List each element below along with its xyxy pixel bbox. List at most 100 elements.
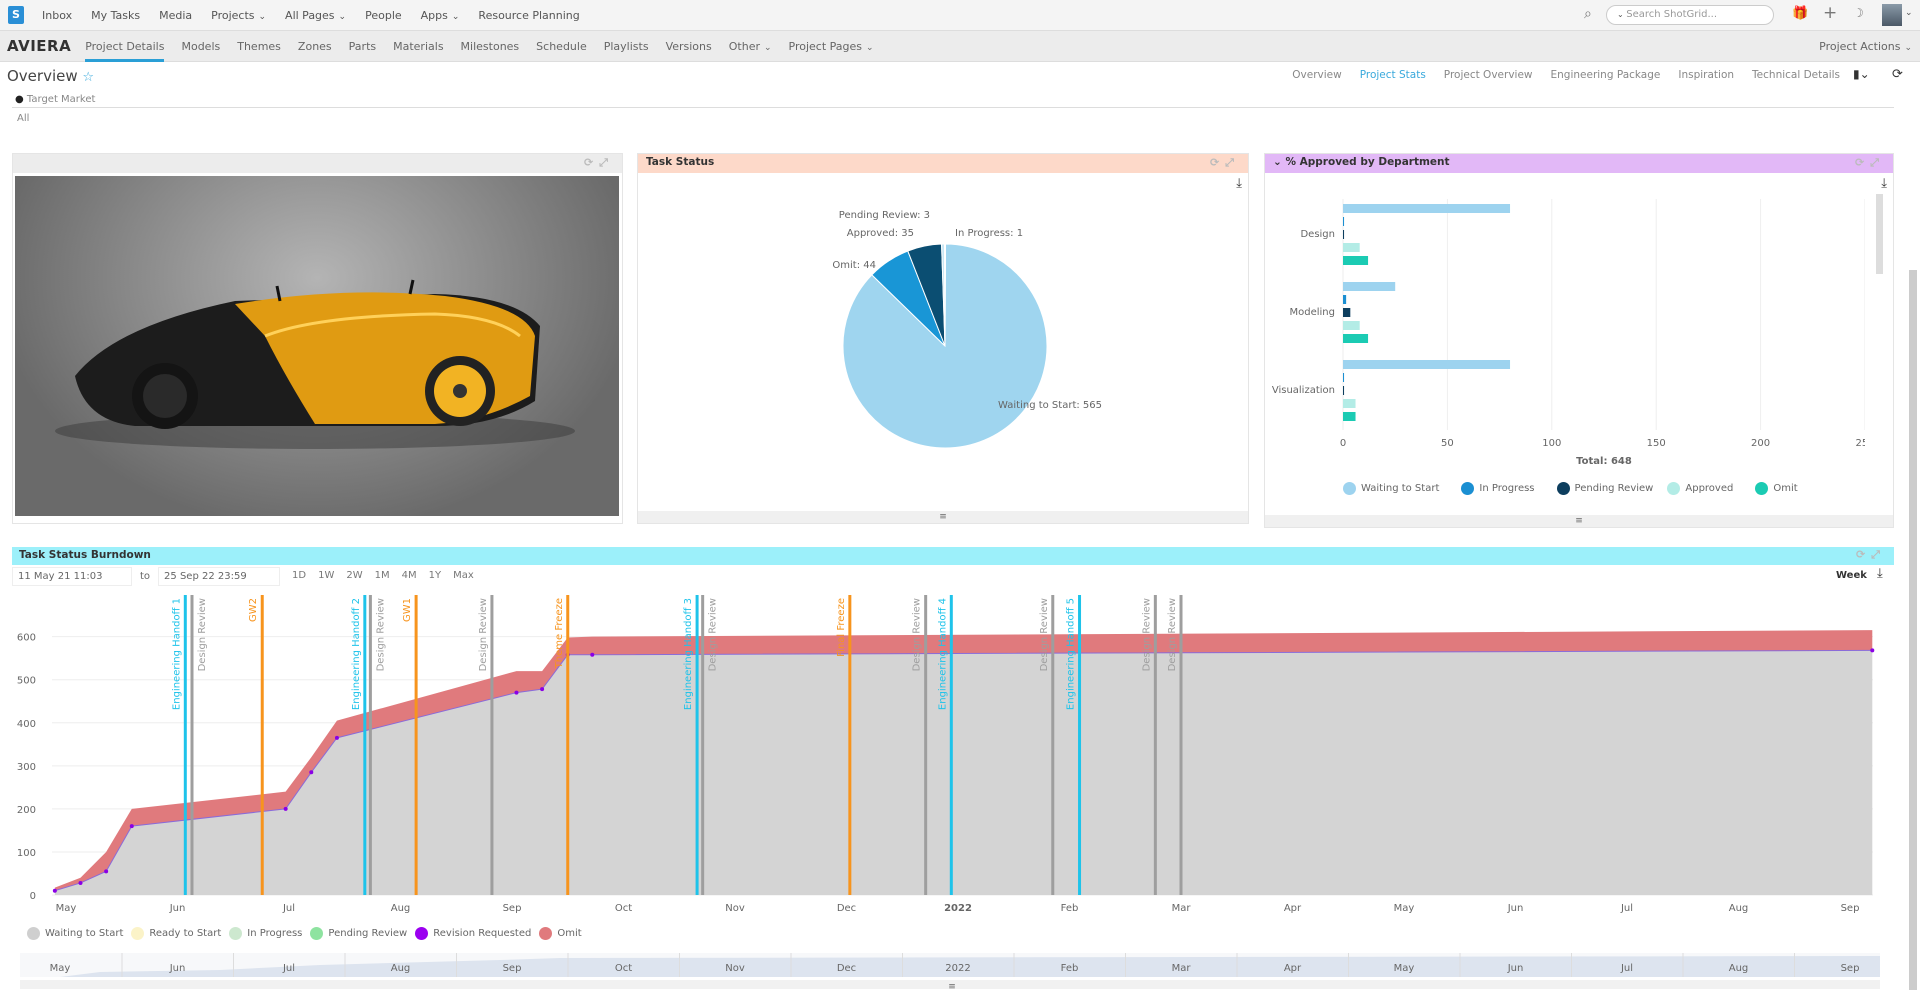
nav-apps-label: Apps <box>420 8 448 22</box>
download-icon[interactable]: ⤓ <box>1236 176 1242 191</box>
range-button-1m[interactable]: 1M <box>374 570 390 581</box>
range-button-1d[interactable]: 1D <box>292 570 307 581</box>
image-panel: ⟳⤢ <box>12 153 623 524</box>
x-tick-label: 100 <box>1542 438 1561 449</box>
refresh-icon[interactable]: ⟳ <box>1892 67 1903 82</box>
legend-item[interactable]: Omit <box>1755 482 1798 495</box>
page-menu-icon[interactable]: ▮⌄ <box>1853 67 1870 81</box>
tab-project-pages[interactable]: Project Pages ⌄ <box>789 31 874 62</box>
bar-waiting-to-start <box>1343 282 1396 291</box>
tab-milestones[interactable]: Milestones <box>460 39 520 53</box>
bar-pending-review <box>1343 230 1345 239</box>
nav-people[interactable]: People <box>365 8 402 22</box>
nav-resource-planning[interactable]: Resource Planning <box>478 8 580 22</box>
collapse-chevron-icon[interactable]: ⌄ <box>1273 156 1286 168</box>
project-name[interactable]: AVIERA <box>7 37 72 55</box>
milestone-label: Design Review <box>375 598 386 671</box>
filter-value[interactable]: All <box>17 113 30 124</box>
legend-item[interactable]: Waiting to Start <box>27 927 123 940</box>
legend-label: Pending Review <box>328 928 408 939</box>
moon-icon[interactable]: ☽ <box>1853 6 1864 20</box>
tab-playlists[interactable]: Playlists <box>603 39 649 53</box>
nav-inbox[interactable]: Inbox <box>42 8 73 22</box>
tab-models[interactable]: Models <box>181 39 221 53</box>
subtab-project-overview[interactable]: Project Overview <box>1443 69 1533 81</box>
nav-all-pages[interactable]: All Pages ⌄ <box>285 9 346 22</box>
plus-icon[interactable]: + <box>1823 3 1838 23</box>
project-actions-menu[interactable]: Project Actions ⌄ <box>1819 31 1912 62</box>
subtab-project-stats[interactable]: Project Stats <box>1359 69 1426 81</box>
range-button-1w[interactable]: 1W <box>318 570 335 581</box>
panel-resize-handle[interactable]: ≡ <box>638 511 1248 523</box>
range-button-2w[interactable]: 2W <box>346 570 363 581</box>
search-scope-chevron-icon[interactable]: ⌄ <box>1617 10 1627 19</box>
tab-project-details[interactable]: Project Details <box>85 31 165 62</box>
range-navigator[interactable]: May Jun Jul Aug Sep Oct Nov Dec 2022 Feb Mar Apr May… <box>20 950 1890 990</box>
nav-media[interactable]: Media <box>159 8 193 22</box>
legend-item[interactable]: Omit <box>539 927 582 940</box>
legend-item[interactable]: In Progress <box>229 927 302 940</box>
search-icon[interactable]: ⌕ <box>1584 6 1592 22</box>
panel-header-icons[interactable]: ⟳⤢ <box>1855 548 1886 561</box>
panel-header-icons[interactable]: ⟳⤢ <box>583 156 614 169</box>
legend-item[interactable]: Revision Requested <box>415 927 531 940</box>
range-button-4m[interactable]: 4M <box>401 570 417 581</box>
x-tick-label: Mar <box>1172 903 1192 914</box>
subtab-technical-details[interactable]: Technical Details <box>1752 69 1840 81</box>
tab-parts[interactable]: Parts <box>348 39 377 53</box>
shotgrid-logo[interactable]: S <box>8 6 24 24</box>
milestone-label: Design Review <box>912 598 923 671</box>
user-avatar[interactable] <box>1882 4 1902 26</box>
x-tick-label: Sep <box>503 903 522 914</box>
page-scrollbar[interactable] <box>1909 270 1917 990</box>
legend-item[interactable]: Waiting to Start <box>1343 482 1439 495</box>
navigator-label: Oct <box>615 963 632 974</box>
y-tick-label: 500 <box>17 676 36 687</box>
navigator-area <box>60 956 1880 977</box>
navigator-label: Mar <box>1172 963 1192 974</box>
legend-item[interactable]: Approved <box>1667 482 1733 495</box>
tab-schedule[interactable]: Schedule <box>536 39 587 53</box>
interval-select[interactable]: Week <box>1836 570 1867 581</box>
subtab-engineering-package[interactable]: Engineering Package <box>1550 69 1661 81</box>
panel-header-icons[interactable]: ⟳⤢ <box>1854 156 1885 169</box>
legend-item[interactable]: Pending Review <box>310 927 407 940</box>
range-button-max[interactable]: Max <box>453 570 474 581</box>
legend-label: Waiting to Start <box>1361 483 1440 494</box>
search-input[interactable]: ⌄ Search ShotGrid... <box>1606 5 1774 25</box>
legend-item[interactable]: Pending Review <box>1556 482 1653 495</box>
bar-in-progress <box>1343 217 1345 226</box>
download-icon[interactable]: ⤓ <box>1881 176 1887 191</box>
tab-versions[interactable]: Versions <box>665 39 712 53</box>
download-icon[interactable]: ⤓ <box>1877 566 1883 581</box>
nav-my-tasks[interactable]: My Tasks <box>91 8 141 22</box>
gift-icon[interactable]: 🎁 <box>1792 6 1809 21</box>
tab-materials[interactable]: Materials <box>393 39 444 53</box>
nav-projects[interactable]: Projects ⌄ <box>211 9 266 22</box>
nav-apps[interactable]: Apps ⌄ <box>421 9 460 22</box>
navigator-label: Apr <box>1284 963 1302 974</box>
subtab-overview[interactable]: Overview <box>1292 69 1342 81</box>
tab-other[interactable]: Other ⌄ <box>729 31 772 62</box>
legend-item[interactable]: Ready to Start <box>131 927 221 940</box>
tab-zones[interactable]: Zones <box>297 39 332 53</box>
subtab-inspiration[interactable]: Inspiration <box>1678 69 1735 81</box>
burndown-title: Task Status Burndown <box>19 549 151 561</box>
approved-header: ⌄ % Approved by Department ⟳⤢ <box>1265 154 1893 173</box>
legend-label: Omit <box>557 928 582 939</box>
approved-bar-chart: 0 50 100 150 200 250 Design Modeling Visualizati… <box>1272 199 1865 467</box>
range-from-input[interactable]: 11 May 21 11:03 <box>12 566 132 586</box>
bar-in-progress <box>1343 295 1347 304</box>
tab-themes[interactable]: Themes <box>237 39 281 53</box>
chevron-down-icon[interactable]: ⌄ <box>1905 8 1913 18</box>
legend-item[interactable]: In Progress <box>1461 482 1535 495</box>
range-button-1y[interactable]: 1Y <box>428 570 442 581</box>
panel-resize-handle[interactable]: ≡ <box>1265 515 1893 527</box>
favorite-star-icon[interactable]: ☆ <box>82 70 95 85</box>
chart-scrollbar[interactable] <box>1876 194 1883 274</box>
panel-header-icons[interactable]: ⟳⤢ <box>1209 156 1240 169</box>
legend-label: In Progress <box>1479 483 1535 494</box>
range-to-input[interactable]: 25 Sep 22 23:59 <box>158 566 281 586</box>
y-tick-label: 400 <box>17 719 36 730</box>
bar-pending-review <box>1343 308 1351 317</box>
